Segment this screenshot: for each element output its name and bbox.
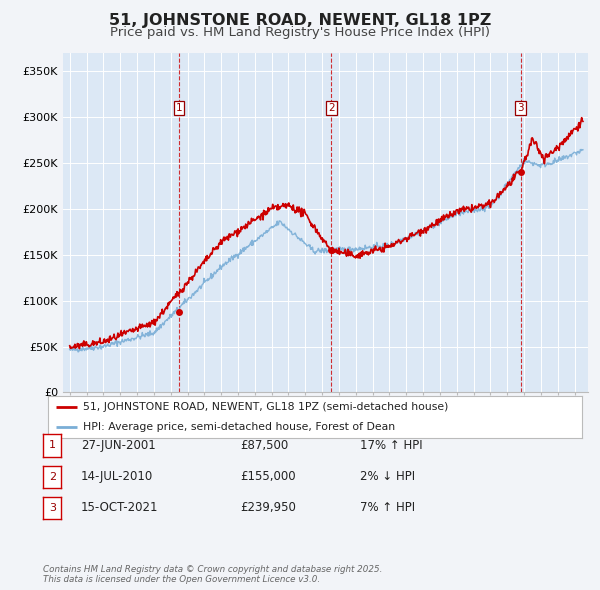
Text: 7% ↑ HPI: 7% ↑ HPI: [360, 502, 415, 514]
Text: 3: 3: [49, 503, 56, 513]
Text: 51, JOHNSTONE ROAD, NEWENT, GL18 1PZ (semi-detached house): 51, JOHNSTONE ROAD, NEWENT, GL18 1PZ (se…: [83, 402, 448, 412]
Text: 2% ↓ HPI: 2% ↓ HPI: [360, 470, 415, 483]
Text: 3: 3: [517, 103, 524, 113]
Text: 2: 2: [328, 103, 335, 113]
Text: Contains HM Land Registry data © Crown copyright and database right 2025.
This d: Contains HM Land Registry data © Crown c…: [43, 565, 383, 584]
Text: 14-JUL-2010: 14-JUL-2010: [81, 470, 153, 483]
Text: 15-OCT-2021: 15-OCT-2021: [81, 502, 158, 514]
Text: 2: 2: [49, 472, 56, 481]
Text: 27-JUN-2001: 27-JUN-2001: [81, 439, 156, 452]
Text: 1: 1: [49, 441, 56, 450]
Text: £155,000: £155,000: [240, 470, 296, 483]
Text: £87,500: £87,500: [240, 439, 288, 452]
Text: 1: 1: [176, 103, 182, 113]
Text: HPI: Average price, semi-detached house, Forest of Dean: HPI: Average price, semi-detached house,…: [83, 422, 395, 432]
Text: Price paid vs. HM Land Registry's House Price Index (HPI): Price paid vs. HM Land Registry's House …: [110, 26, 490, 39]
Text: 51, JOHNSTONE ROAD, NEWENT, GL18 1PZ: 51, JOHNSTONE ROAD, NEWENT, GL18 1PZ: [109, 13, 491, 28]
Text: £239,950: £239,950: [240, 502, 296, 514]
Text: 17% ↑ HPI: 17% ↑ HPI: [360, 439, 422, 452]
